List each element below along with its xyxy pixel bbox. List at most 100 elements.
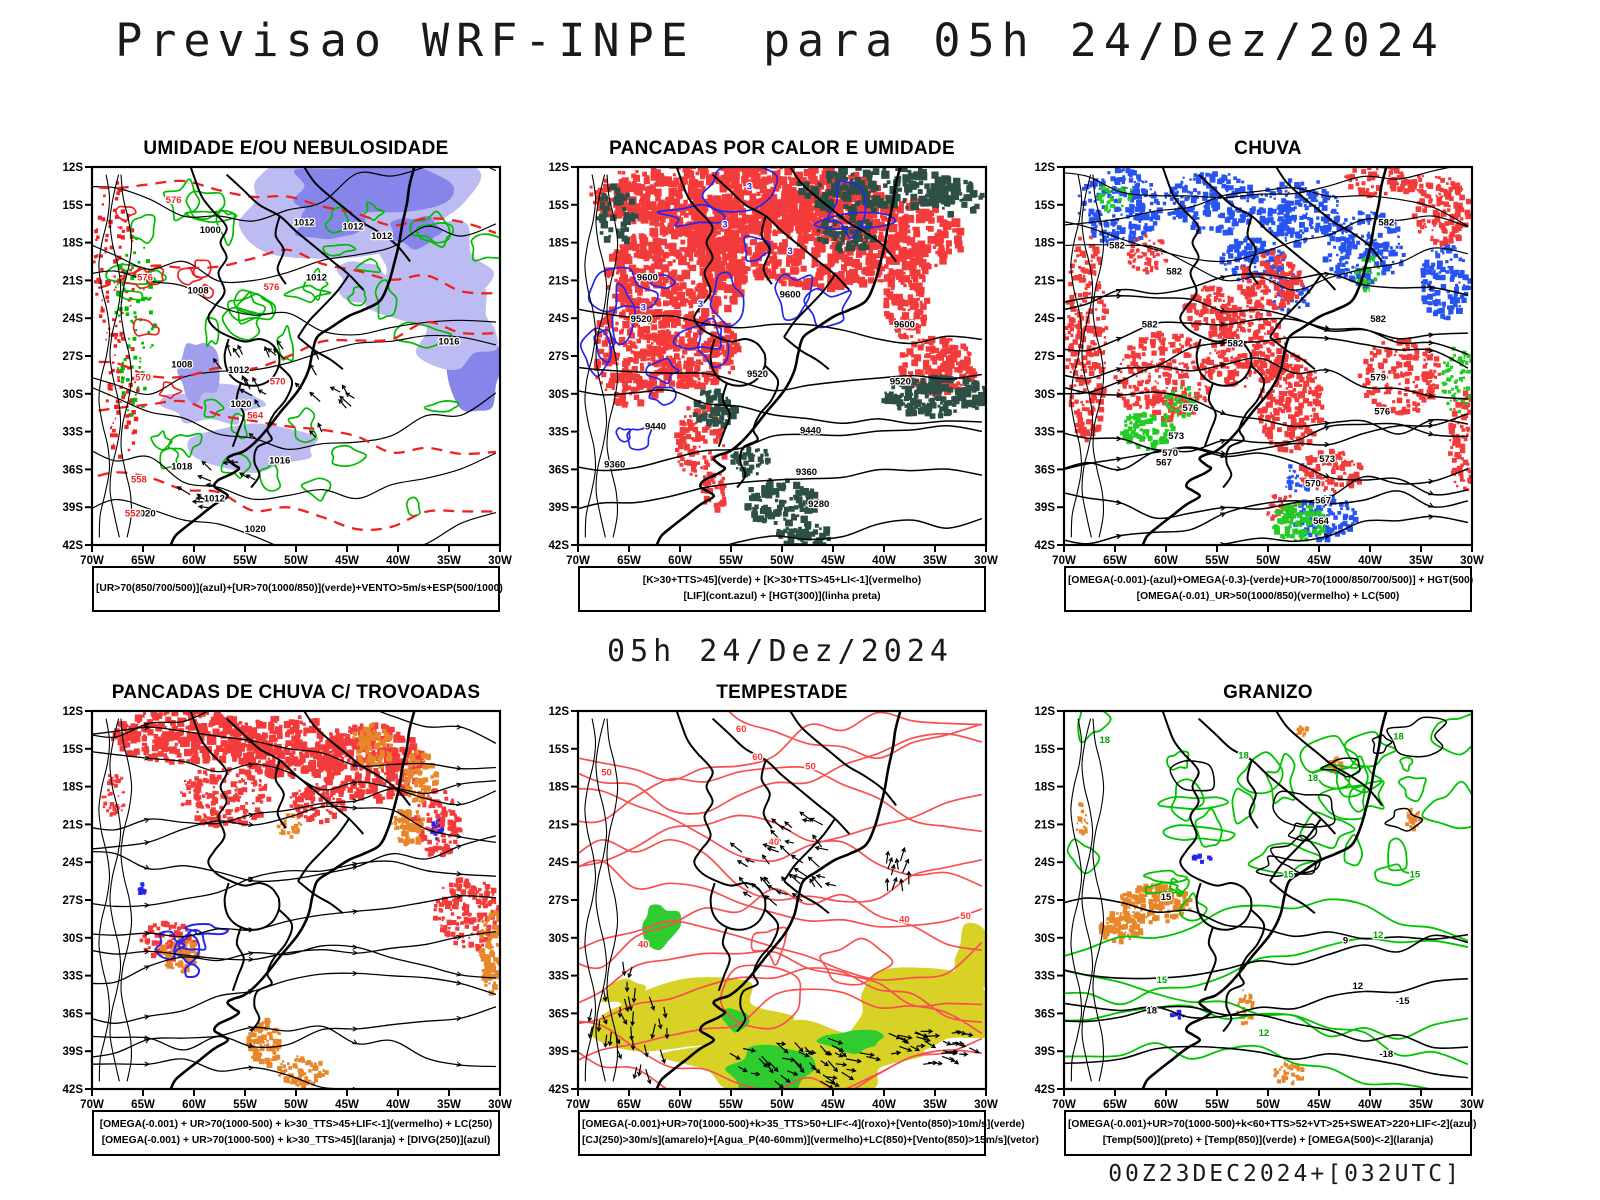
svg-text:18S: 18S (1035, 238, 1056, 250)
contour-label: 40 (899, 915, 910, 926)
svg-text:42S: 42S (63, 540, 84, 552)
svg-text:30W: 30W (1460, 1099, 1484, 1111)
map-pancadas-calor: 9600 9600 9600 9520 9520 9520 9440 9440 9360 9360… (549, 162, 998, 567)
caption-line: [OMEGA(-0.001)-(azul)+OMEGA(-0.3)-(verde… (1068, 574, 1474, 586)
caption-line: [OMEGA(-0.01)_UR>50(1000/850)(vermelho) … (1136, 591, 1400, 602)
svg-text:40W: 40W (1358, 555, 1382, 567)
contour-label: 1020 (134, 509, 155, 520)
svg-text:55W: 55W (719, 555, 743, 567)
contour-label: 18 (1308, 773, 1319, 784)
svg-text:36S: 36S (63, 1008, 84, 1020)
contour-label: 573 (1319, 454, 1335, 465)
contour-label: 1008 (171, 359, 192, 370)
svg-text:65W: 65W (617, 555, 641, 567)
validity-label: 05h 24/Dez/2024 (607, 634, 953, 669)
svg-text:45W: 45W (1307, 1099, 1331, 1111)
contour-label: 1012 (228, 365, 249, 376)
svg-text:15S: 15S (1035, 744, 1056, 756)
contour-label: 1012 (371, 231, 392, 242)
svg-text:33S: 33S (63, 971, 84, 983)
panel-caption: [UR>70(850/700/500)](azul)+[UR>70(1000/8… (92, 566, 503, 612)
contour-label: 1012 (294, 218, 315, 229)
contour-label: 9520 (747, 369, 768, 380)
svg-text:24S: 24S (549, 857, 570, 869)
contour-label: 576 (1374, 407, 1390, 418)
svg-text:33S: 33S (1035, 427, 1056, 439)
svg-text:12S: 12S (549, 162, 570, 174)
svg-text:55W: 55W (233, 1099, 257, 1111)
svg-text:30W: 30W (488, 555, 512, 567)
contour-label: 9280 (808, 499, 829, 510)
svg-text:30S: 30S (1035, 933, 1056, 945)
svg-text:30S: 30S (63, 933, 84, 945)
svg-text:27S: 27S (63, 895, 84, 907)
contour-label: 570 (135, 373, 151, 384)
panel-caption: [OMEGA(-0.001) + UR>70(1000-500) + k>30_… (92, 1110, 500, 1156)
caption-line: [CJ(250)>30m/s](amarelo)+[Agua_P(40-60mm… (582, 1135, 1039, 1146)
svg-text:60W: 60W (668, 1099, 692, 1111)
contour-label: 570 (270, 376, 286, 387)
svg-text:70W: 70W (566, 555, 590, 567)
svg-text:33S: 33S (63, 427, 84, 439)
svg-text:40W: 40W (1358, 1099, 1382, 1111)
caption-line: [Temp(500)](preto) + [Temp(850)](verde) … (1102, 1135, 1434, 1146)
svg-text:39S: 39S (549, 1046, 570, 1058)
contour-label: 18 (1146, 1005, 1157, 1016)
svg-text:33S: 33S (549, 427, 570, 439)
contour-label: 582 (1109, 240, 1125, 251)
svg-text:45W: 45W (1307, 555, 1331, 567)
svg-text:24S: 24S (1035, 857, 1056, 869)
svg-text:42S: 42S (63, 1084, 84, 1096)
svg-text:70W: 70W (1052, 555, 1076, 567)
contour-label: 60 (752, 752, 763, 763)
svg-text:65W: 65W (1103, 1099, 1127, 1111)
contour-label: 567 (1315, 495, 1331, 506)
contour-label: 9360 (604, 460, 625, 471)
svg-text:18S: 18S (63, 238, 84, 250)
svg-text:45W: 45W (335, 1099, 359, 1111)
panel-title: UMIDADE E/OU NEBULOSIDADE (143, 138, 449, 159)
contour-label: 576 (137, 272, 153, 283)
contour-label: 15 (1410, 869, 1421, 880)
panel-title: GRANIZO (1223, 682, 1313, 703)
contour-label: 15 (1157, 975, 1168, 986)
svg-text:60W: 60W (182, 555, 206, 567)
svg-text:18S: 18S (63, 782, 84, 794)
svg-text:33S: 33S (549, 971, 570, 983)
svg-text:21S: 21S (549, 819, 570, 831)
contour-label: 576 (166, 195, 182, 206)
svg-text:30S: 30S (63, 389, 84, 401)
svg-text:18S: 18S (1035, 782, 1056, 794)
caption-line: [K>30+TTS>45](verde) + [K>30+TTS>45+LI<-… (642, 574, 922, 586)
svg-text:70W: 70W (80, 555, 104, 567)
svg-text:21S: 21S (1035, 819, 1056, 831)
svg-text:45W: 45W (821, 555, 845, 567)
svg-text:24S: 24S (63, 857, 84, 869)
svg-text:39S: 39S (63, 502, 84, 514)
svg-text:30W: 30W (974, 555, 998, 567)
svg-text:35W: 35W (437, 1099, 461, 1111)
map-tempestade: 60 60 50 50 50 40 40 40 12S 15S 18S 21S 24S 27S 30S 33S… (549, 706, 998, 1111)
contour-label: 18 (1393, 731, 1404, 742)
contour-label: 9 (1343, 935, 1348, 946)
svg-text:27S: 27S (1035, 895, 1056, 907)
contour-label: 582 (1370, 314, 1386, 325)
svg-text:39S: 39S (549, 502, 570, 514)
contour-label: 582 (1227, 339, 1243, 350)
panel-chuva: CHUVA 582 582 582 582 582 582 579 576 576 573 573 57… (1035, 138, 1484, 612)
bottom-row: PANCADAS DE CHUVA C/ TROVOADAS 12S 15S 18S 2… (63, 682, 1484, 1156)
svg-text:70W: 70W (80, 1099, 104, 1111)
svg-text:42S: 42S (549, 1084, 570, 1096)
svg-text:42S: 42S (1035, 1084, 1056, 1096)
svg-text:39S: 39S (1035, 502, 1056, 514)
svg-text:30W: 30W (1460, 555, 1484, 567)
caption-line: [UR>70(850/700/500)](azul)+[UR>70(1000/8… (96, 582, 503, 594)
contour-label: 9600 (780, 289, 801, 300)
svg-text:30S: 30S (1035, 389, 1056, 401)
panel-title: TEMPESTADE (716, 682, 848, 703)
contour-label: 1012 (343, 221, 364, 232)
svg-text:70W: 70W (1052, 1099, 1076, 1111)
panel-tempestade: TEMPESTADE 60 60 50 50 50 40 40 40 12S 15S 18S 21S 24… (549, 682, 1039, 1156)
contour-label: 9360 (796, 467, 817, 478)
svg-text:39S: 39S (1035, 1046, 1056, 1058)
